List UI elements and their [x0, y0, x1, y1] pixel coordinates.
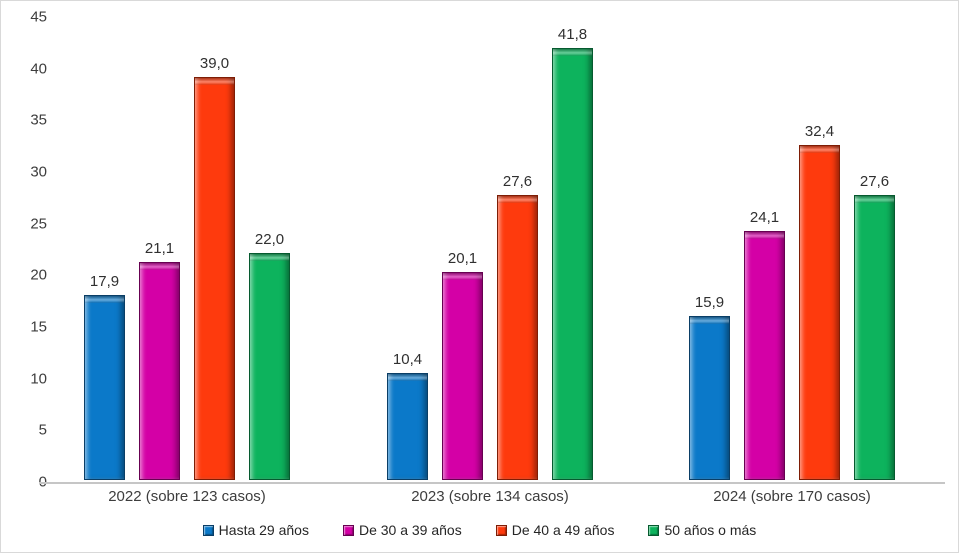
bar-wrap-50-anos-o-mas: 41,8	[552, 27, 593, 480]
bar-wrap-hasta-29-anos: 17,9	[84, 274, 125, 480]
bar-hasta-29-anos	[689, 316, 730, 480]
legend-item-de-30-a-39-anos: De 30 a 39 años	[342, 522, 462, 538]
legend-swatch-icon	[495, 524, 507, 536]
bar-wrap-hasta-29-anos: 10,4	[387, 352, 428, 480]
y-tick-label: 15	[30, 318, 47, 336]
legend-swatch-icon	[648, 524, 660, 536]
bar-de-40-a-49-anos	[497, 195, 538, 480]
y-tick-label: 30	[30, 163, 47, 181]
value-label-de-40-a-49-anos: 39,0	[199, 55, 230, 72]
value-label-de-40-a-49-anos: 27,6	[502, 173, 533, 190]
y-tick-label: 5	[38, 421, 47, 439]
bar-group: 15,9 24,1 32,4 27,6	[689, 124, 895, 480]
value-label-de-30-a-39-anos: 21,1	[144, 240, 175, 257]
legend: Hasta 29 años De 30 a 39 años De 40 a 49 a…	[1, 522, 958, 538]
bar-de-40-a-49-anos	[194, 77, 235, 480]
legend-swatch-icon	[202, 524, 214, 536]
x-axis-line	[39, 482, 945, 484]
bar-50-anos-o-mas	[249, 253, 290, 480]
bar-wrap-de-40-a-49-anos: 27,6	[497, 174, 538, 480]
y-tick-label: 10	[30, 370, 47, 388]
value-label-de-30-a-39-anos: 24,1	[749, 209, 780, 226]
bar-50-anos-o-mas	[854, 195, 895, 480]
y-tick-label: 45	[30, 8, 47, 26]
bar-de-30-a-39-anos	[442, 272, 483, 480]
bar-de-40-a-49-anos	[799, 145, 840, 480]
bar-50-anos-o-mas	[552, 48, 593, 480]
bar-wrap-50-anos-o-mas: 22,0	[249, 232, 290, 480]
bar-wrap-hasta-29-anos: 15,9	[689, 295, 730, 480]
y-tick-label: 20	[30, 266, 47, 284]
bar-wrap-de-30-a-39-anos: 24,1	[744, 210, 785, 480]
bar-de-30-a-39-anos	[139, 262, 180, 480]
legend-item-hasta-29-anos: Hasta 29 años	[202, 522, 309, 538]
value-label-hasta-29-anos: 15,9	[694, 294, 725, 311]
category-label: 2024 (sobre 170 casos)	[713, 488, 871, 505]
bar-hasta-29-anos	[84, 295, 125, 480]
y-tick-label: 40	[30, 60, 47, 78]
bar-group: 17,9 21,1 39,0 22,0	[84, 56, 290, 480]
value-label-50-anos-o-mas: 22,0	[254, 231, 285, 248]
bar-wrap-50-anos-o-mas: 27,6	[854, 174, 895, 480]
legend-item-de-40-a-49-anos: De 40 a 49 años	[495, 522, 615, 538]
bar-de-30-a-39-anos	[744, 231, 785, 480]
value-label-de-30-a-39-anos: 20,1	[447, 250, 478, 267]
bar-hasta-29-anos	[387, 373, 428, 480]
legend-label: De 30 a 39 años	[358, 522, 462, 538]
legend-swatch-icon	[342, 524, 354, 536]
value-label-hasta-29-anos: 10,4	[392, 351, 423, 368]
value-label-de-40-a-49-anos: 32,4	[804, 123, 835, 140]
value-label-hasta-29-anos: 17,9	[89, 273, 120, 290]
bar-wrap-de-40-a-49-anos: 32,4	[799, 124, 840, 480]
legend-label: De 40 a 49 años	[511, 522, 615, 538]
legend-item-50-anos-o-mas: 50 años o más	[648, 522, 756, 538]
category-label: 2022 (sobre 123 casos)	[108, 488, 266, 505]
bar-wrap-de-30-a-39-anos: 21,1	[139, 241, 180, 480]
value-label-50-anos-o-mas: 41,8	[557, 26, 588, 43]
y-tick-label: 35	[30, 111, 47, 129]
bar-wrap-de-30-a-39-anos: 20,1	[442, 251, 483, 480]
legend-label: 50 años o más	[664, 522, 757, 538]
category-label: 2023 (sobre 134 casos)	[411, 488, 569, 505]
value-label-50-anos-o-mas: 27,6	[859, 173, 890, 190]
y-tick-label: 25	[30, 215, 47, 233]
bar-group: 10,4 20,1 27,6 41,8	[387, 27, 593, 480]
bar-wrap-de-40-a-49-anos: 39,0	[194, 56, 235, 480]
legend-label: Hasta 29 años	[218, 522, 309, 538]
